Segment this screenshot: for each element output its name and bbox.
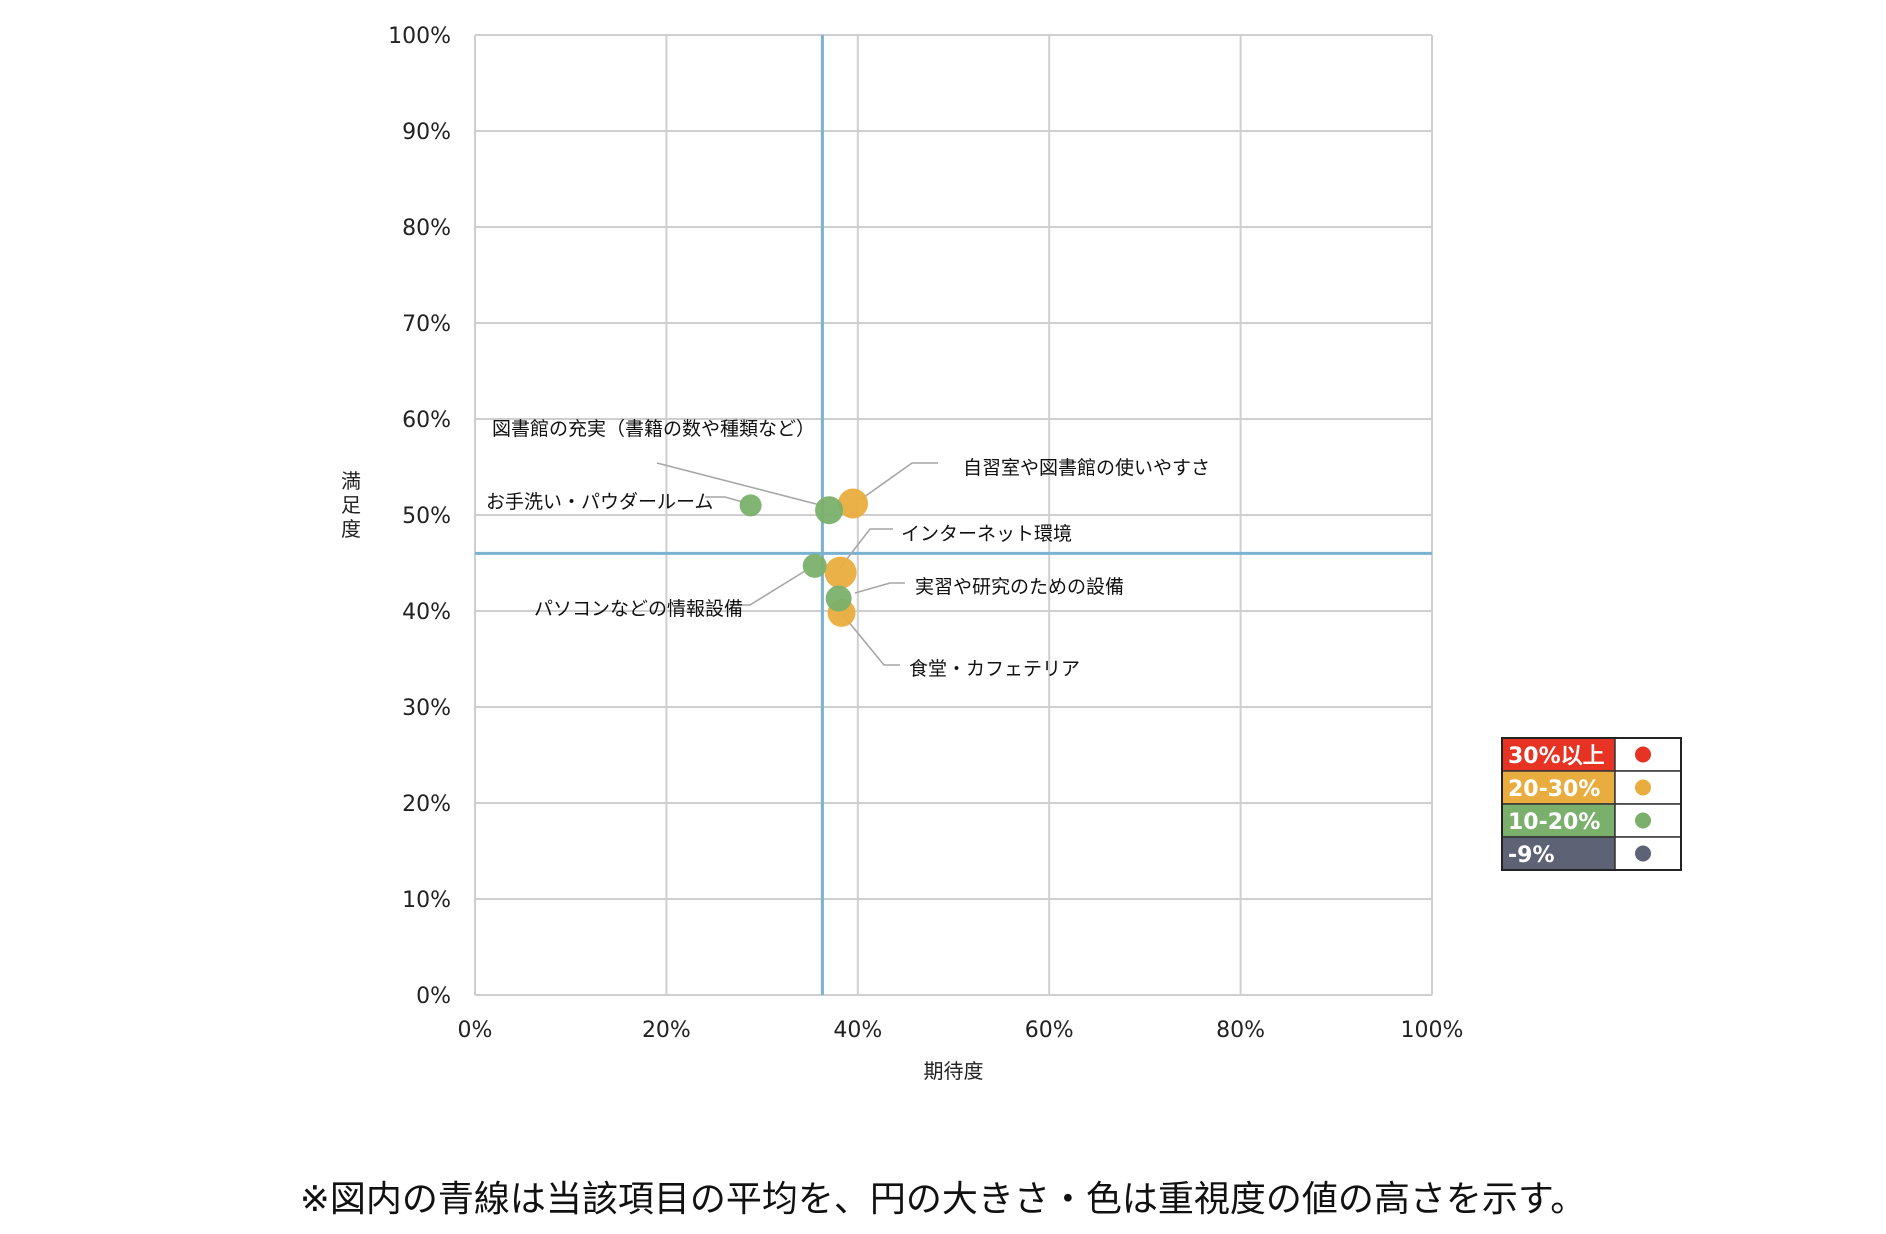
bubble-point bbox=[739, 494, 762, 517]
legend-marker bbox=[1635, 812, 1651, 829]
point-label: インターネット環境 bbox=[901, 523, 1072, 545]
bubble-point bbox=[824, 556, 857, 589]
leader-line bbox=[854, 582, 905, 594]
point-label: 図書館の充実（書籍の数や種類など） bbox=[492, 418, 815, 440]
leader-line bbox=[734, 570, 806, 606]
x-tick-label: 40% bbox=[833, 1018, 882, 1043]
legend-label: -9% bbox=[1508, 843, 1554, 868]
footnote: ※図内の青線は当該項目の平均を、円の大きさ・色は重視度の値の高さを示す。 bbox=[299, 1179, 1587, 1220]
bubble-point bbox=[825, 585, 852, 612]
legend-label: 30%以上 bbox=[1508, 744, 1605, 769]
legend-marker bbox=[1635, 746, 1651, 763]
y-tick-label: 40% bbox=[402, 600, 451, 625]
x-tick-label: 100% bbox=[1401, 1018, 1464, 1043]
y-tick-label: 20% bbox=[402, 792, 451, 817]
bubble-point bbox=[815, 496, 844, 525]
y-tick-label: 100% bbox=[388, 24, 451, 49]
leader-line bbox=[705, 496, 747, 504]
legend-marker-cell bbox=[1614, 770, 1682, 805]
legend-label: 10-20% bbox=[1508, 810, 1600, 835]
legend-label: 20-30% bbox=[1508, 777, 1600, 802]
y-tick-label: 30% bbox=[402, 696, 451, 721]
x-axis-title: 期待度 bbox=[924, 1059, 984, 1083]
legend-swatch-cell bbox=[1501, 803, 1616, 838]
y-tick-label: 10% bbox=[402, 888, 451, 913]
point-label: 実習や研究のための設備 bbox=[915, 576, 1124, 598]
y-axis-title: 満足度 bbox=[341, 469, 361, 541]
x-tick-label: 80% bbox=[1216, 1018, 1265, 1043]
leader-lines bbox=[656, 462, 938, 666]
y-tick-label: 0% bbox=[416, 984, 451, 1009]
point-label: 食堂・カフェテリア bbox=[909, 658, 1080, 680]
bubble-point bbox=[838, 488, 869, 519]
x-tick-label: 60% bbox=[1025, 1018, 1074, 1043]
leader-line bbox=[656, 462, 821, 506]
y-tick-label: 60% bbox=[402, 408, 451, 433]
bubble-point bbox=[802, 553, 827, 578]
point-label: 自習室や図書館の使いやすさ bbox=[963, 457, 1210, 479]
point-label: お手洗い・パウダールーム bbox=[486, 491, 713, 513]
point-label: パソコンなどの情報設備 bbox=[534, 598, 743, 620]
axes: 0% 20% 40% 60% 80% 100% 0% 10% 20% 30% 40% 50% 60% 70… bbox=[341, 24, 1463, 1083]
leader-line bbox=[859, 462, 938, 501]
point-labels: 図書館の充実（書籍の数や種類など） 自習室や図書館の使いやすさお手洗い・パウダール… bbox=[486, 418, 1210, 680]
grid-lines bbox=[474, 34, 1433, 996]
y-tick-label: 80% bbox=[402, 216, 451, 241]
y-tick-label: 50% bbox=[402, 504, 451, 529]
data-points bbox=[739, 488, 869, 627]
y-tick-label: 90% bbox=[402, 120, 451, 145]
leader-line bbox=[839, 528, 893, 569]
x-tick-label: 0% bbox=[458, 1018, 493, 1043]
legend: 30%以上 20-30% 10-20% -9% bbox=[1501, 737, 1682, 871]
x-tick-label: 20% bbox=[642, 1018, 691, 1043]
leader-line bbox=[842, 614, 900, 666]
legend-border bbox=[1501, 737, 1682, 871]
legend-marker bbox=[1635, 845, 1651, 862]
y-tick-label: 70% bbox=[402, 312, 451, 337]
legend-marker bbox=[1635, 779, 1651, 796]
